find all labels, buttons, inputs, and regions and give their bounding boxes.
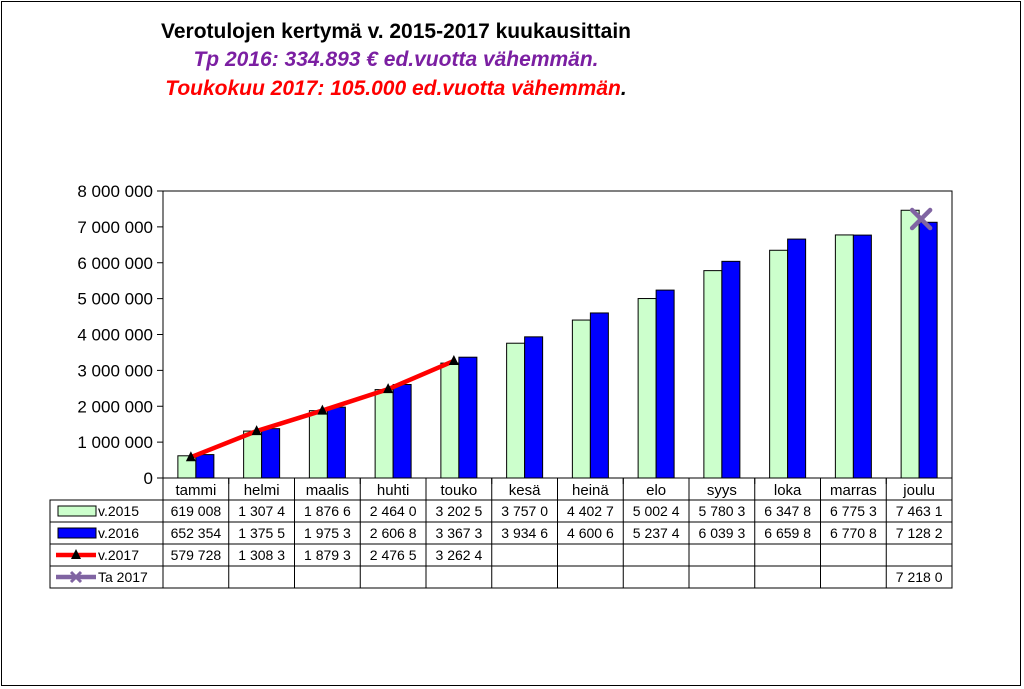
bar-v2016	[787, 238, 807, 479]
marker-v2017	[317, 404, 328, 415]
bar-v2016	[852, 234, 872, 479]
chart-subtitle-toukokuu2017: Toukokuu 2017: 105.000 ed.vuotta vähemmä…	[0, 77, 792, 101]
marker-v2017	[448, 354, 459, 365]
x-category-label: tammi	[175, 482, 216, 499]
x-category-label: heinä	[572, 482, 609, 499]
table-value: 7 128 2	[896, 525, 943, 541]
table-value: 1 975 3	[304, 525, 351, 541]
table-value: 2 476 5	[370, 547, 417, 563]
bar-v2015	[243, 430, 263, 479]
subtitle2-dot: .	[620, 77, 627, 100]
table-value: 6 775 3	[830, 503, 877, 519]
y-tick-label: 4 000 000	[77, 326, 153, 345]
table-value: 3 757 0	[501, 503, 548, 519]
table-value: 579 728	[171, 547, 222, 563]
legend-v2015-key	[57, 505, 97, 517]
bar-v2016	[195, 454, 215, 479]
table-value: 5 237 4	[633, 525, 680, 541]
x-category-label: maalis	[306, 482, 349, 499]
bar-v2016	[326, 406, 346, 479]
y-tick-label: 2 000 000	[77, 397, 153, 416]
y-tick-label: 1 000 000	[77, 433, 153, 452]
bar-v2016	[589, 312, 609, 479]
x-category-label: marras	[830, 482, 877, 499]
x-category-label: elo	[646, 482, 666, 499]
bar-v2015	[374, 389, 394, 479]
marker-ta2017	[909, 207, 933, 231]
legend-ta2017-key-marker	[69, 570, 83, 584]
x-category-label: helmi	[244, 482, 280, 499]
table-value: 1 879 3	[304, 547, 351, 563]
x-category-label: syys	[707, 482, 737, 499]
table-value: 3 202 5	[436, 503, 483, 519]
table-value: 7 218 0	[896, 569, 943, 585]
table-value: 1 876 6	[304, 503, 351, 519]
chart-title: Verotulojen kertymä v. 2015-2017 kuukaus…	[161, 20, 631, 43]
table-value: 1 307 4	[238, 503, 285, 519]
bar-v2015	[506, 342, 526, 479]
bar-v2016	[721, 260, 741, 479]
y-tick-label: 0	[144, 469, 153, 488]
bar-v2016	[655, 289, 675, 479]
table-value: 6 659 8	[764, 525, 811, 541]
table-value: 1 375 5	[238, 525, 285, 541]
subtitle2-text: Toukokuu 2017: 105.000 ed.vuotta vähemmä…	[165, 77, 621, 100]
plot-area	[162, 190, 953, 479]
legend-v2016-label: v.2016	[98, 525, 139, 541]
chart-subtitle-tp2016: Tp 2016: 334.893 € ed.vuotta vähemmän.	[193, 48, 599, 71]
table-value: 4 402 7	[567, 503, 614, 519]
legend-v2016-key	[57, 527, 97, 539]
marker-v2017	[251, 425, 262, 436]
y-tick-label: 3 000 000	[77, 361, 153, 380]
table-value: 3 367 3	[436, 525, 483, 541]
legend-v2015-label: v.2015	[98, 503, 139, 519]
x-category-label: joulu	[902, 482, 935, 499]
y-tick-label: 8 000 000	[77, 182, 153, 201]
table-value: 6 347 8	[764, 503, 811, 519]
legend-v2017-key-marker	[71, 549, 81, 559]
table-value: 6 770 8	[830, 525, 877, 541]
bar-v2015	[703, 270, 723, 479]
table-value: 7 463 1	[896, 503, 943, 519]
bar-v2016	[261, 428, 281, 479]
bar-v2015	[637, 298, 657, 479]
table-value: 6 039 3	[699, 525, 746, 541]
table-value: 3 262 4	[436, 547, 483, 563]
marker-v2017	[185, 451, 196, 462]
bar-v2016	[392, 383, 412, 479]
x-category-label: loka	[774, 482, 802, 499]
bar-v2015	[834, 234, 854, 479]
table-value: 4 600 6	[567, 525, 614, 541]
x-category-label: kesä	[509, 482, 541, 499]
table-value: 619 008	[171, 503, 222, 519]
bar-v2016	[524, 336, 544, 479]
table-value: 2 606 8	[370, 525, 417, 541]
bar-v2016	[918, 221, 938, 479]
table-value: 5 002 4	[633, 503, 680, 519]
x-category-label: huhti	[377, 482, 410, 499]
y-tick-label: 7 000 000	[77, 218, 153, 237]
bar-v2015	[769, 249, 789, 479]
legend-ta2017-label: Ta 2017	[98, 569, 148, 585]
bar-v2015	[900, 209, 920, 479]
marker-v2017	[383, 383, 394, 394]
table-value: 2 464 0	[370, 503, 417, 519]
table-value: 652 354	[171, 525, 222, 541]
legend-v2017-label: v.2017	[98, 547, 139, 563]
x-category-label: touko	[441, 482, 478, 499]
y-tick-label: 6 000 000	[77, 254, 153, 273]
bar-v2016	[458, 356, 478, 479]
table-value: 1 308 3	[238, 547, 285, 563]
bar-v2015	[571, 319, 591, 479]
bar-v2015	[308, 410, 328, 479]
bar-v2015	[440, 362, 460, 479]
table-value: 5 780 3	[699, 503, 746, 519]
y-tick-label: 5 000 000	[77, 290, 153, 309]
table-value: 3 934 6	[501, 525, 548, 541]
